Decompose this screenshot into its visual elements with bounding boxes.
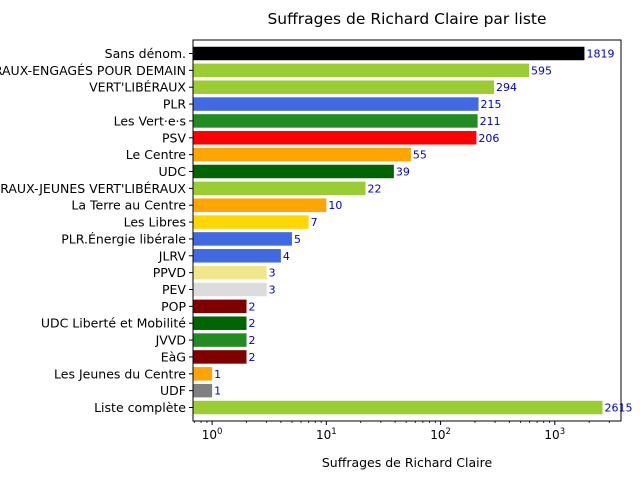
category-label: EàG	[161, 349, 186, 364]
bar	[193, 131, 477, 145]
category-label: PPVD	[153, 265, 186, 280]
plot-frame	[192, 39, 622, 422]
value-label: 3	[269, 267, 276, 280]
bar	[193, 97, 479, 111]
bar	[193, 114, 478, 128]
x-tick-label: 102	[430, 427, 451, 442]
x-tick-label: 103	[544, 427, 565, 442]
category-label: Sans dénom.	[105, 46, 186, 61]
bar	[193, 367, 213, 381]
category-label: POP	[161, 299, 186, 314]
chart-title: Suffrages de Richard Claire par liste	[267, 10, 546, 28]
value-label: 2615	[604, 402, 632, 415]
category-label: Les Jeunes du Centre	[54, 366, 186, 381]
category-label: PLR	[163, 97, 187, 112]
category-label: PLR.Énergie libérale	[61, 231, 186, 246]
bar	[193, 383, 213, 398]
value-labels: 1819595294215211206553922107543322221126…	[214, 47, 632, 414]
bar	[193, 400, 603, 415]
x-tick-exponent: 2	[445, 427, 450, 437]
bar	[193, 282, 267, 297]
x-tick-base: 10	[430, 428, 445, 442]
bar	[193, 350, 247, 364]
bar	[193, 181, 366, 196]
category-label: JVVD	[155, 333, 186, 348]
category-label: LES VERT'LIBÉRAUX-JEUNES VERT'LIBÉRAUX	[0, 181, 186, 196]
category-label: PEV	[162, 282, 186, 297]
value-label: 294	[496, 81, 517, 94]
x-tick-label: 100	[202, 427, 223, 442]
value-label: 1	[214, 385, 221, 398]
x-tick-base: 10	[544, 428, 559, 442]
value-label: 55	[413, 149, 427, 162]
value-label: 2	[249, 317, 256, 330]
category-label: Liste complète	[94, 400, 186, 415]
category-label: UDC Liberté et Mobilité	[41, 316, 186, 331]
value-label: 5	[294, 233, 301, 246]
x-tick-exponent: 1	[331, 427, 336, 437]
value-label: 2	[249, 300, 256, 313]
bar	[193, 164, 394, 179]
bar	[193, 249, 281, 263]
bar	[193, 299, 247, 314]
category-label: Le Centre	[126, 147, 187, 162]
x-axis-ticks: 100 101 102 103	[194, 421, 610, 442]
value-label: 2	[249, 334, 256, 347]
bar	[193, 265, 267, 280]
x-axis-label: Suffrages de Richard Claire	[322, 455, 493, 470]
bar	[193, 316, 247, 330]
category-label: Les Libres	[124, 215, 186, 230]
value-label: 211	[480, 115, 501, 128]
value-label: 3	[269, 284, 276, 297]
x-tick-base: 10	[202, 428, 217, 442]
category-label: Les Vert·e·s	[114, 113, 186, 128]
category-label: UDC	[158, 164, 186, 179]
bar	[193, 80, 495, 94]
x-tick-exponent: 0	[217, 427, 222, 437]
value-label: 7	[311, 216, 318, 229]
bar	[193, 46, 585, 61]
bar	[193, 232, 292, 246]
value-label: 1819	[586, 47, 614, 60]
category-label: UDF	[160, 383, 186, 398]
x-tick-exponent: 3	[560, 427, 565, 437]
value-label: 39	[396, 165, 410, 178]
bar	[193, 63, 530, 78]
category-labels: Sans dénom. LES VERT'LIBÉRAUX-ENGAGÉS POU…	[0, 46, 193, 415]
category-label: LES VERT'LIBÉRAUX-ENGAGÉS POUR DEMAIN	[0, 63, 186, 78]
category-label: VERT'LIBÉRAUX	[89, 80, 186, 95]
value-label: 595	[531, 64, 552, 77]
bars-group	[193, 46, 603, 415]
value-label: 10	[328, 199, 342, 212]
value-label: 215	[481, 98, 502, 111]
value-label: 4	[283, 250, 290, 263]
x-tick-label: 101	[316, 427, 337, 442]
bar	[193, 215, 309, 229]
category-label: La Terre au Centre	[71, 198, 186, 213]
bar	[193, 147, 411, 162]
value-label: 2	[249, 351, 256, 364]
x-tick-base: 10	[316, 428, 331, 442]
bar	[193, 198, 327, 212]
category-label: JLRV	[158, 248, 187, 263]
category-label: PSV	[162, 130, 186, 145]
value-label: 1	[214, 368, 221, 381]
bar	[193, 333, 247, 347]
value-label: 206	[478, 132, 499, 145]
value-label: 22	[367, 182, 381, 195]
